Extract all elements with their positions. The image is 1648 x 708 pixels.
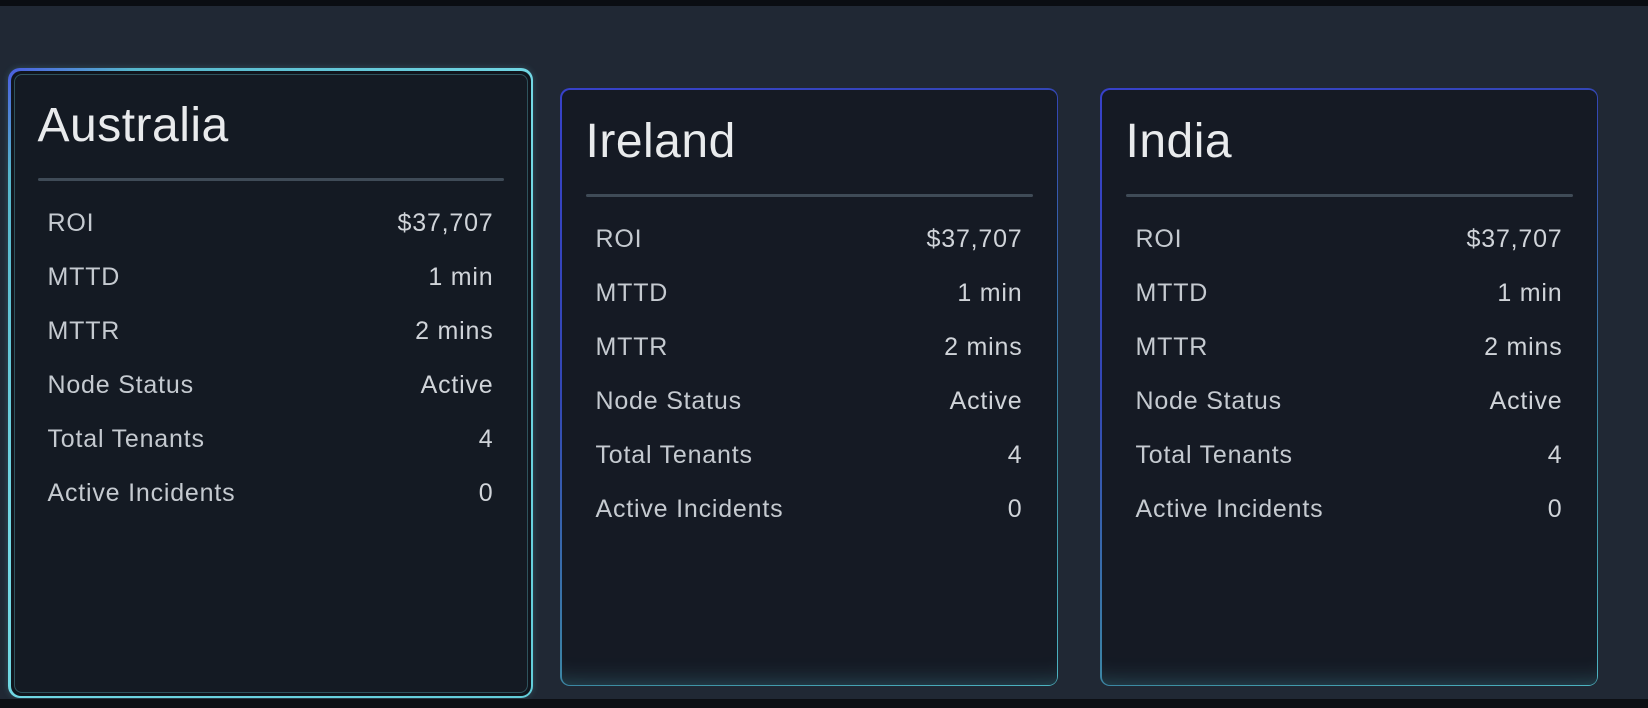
stat-value-active-incidents: 0 — [1547, 495, 1563, 524]
stat-label-roi: ROI — [1135, 225, 1183, 254]
stat-value-mttd: 1 min — [428, 263, 494, 292]
stat-value-total-tenants: 4 — [478, 425, 494, 454]
stat-label-mttd: MTTD — [595, 279, 669, 308]
stat-label-total-tenants: Total Tenants — [595, 441, 753, 470]
stat-value-roi: $37,707 — [1466, 225, 1563, 254]
top-edge-strip — [0, 0, 1648, 6]
stat-value-total-tenants: 4 — [1547, 441, 1563, 470]
stat-row-mttd: MTTD 1 min — [1126, 267, 1573, 321]
stats-list: ROI $37,707 MTTD 1 min MTTR 2 mins Node … — [1126, 213, 1573, 537]
stat-row-mttd: MTTD 1 min — [38, 251, 504, 305]
stat-row-node-status: Node Status Active — [586, 375, 1033, 429]
region-card-india[interactable]: India ROI $37,707 MTTD 1 min MTTR 2 mins — [1100, 88, 1598, 686]
stat-row-node-status: Node Status Active — [38, 359, 504, 413]
stat-row-total-tenants: Total Tenants 4 — [586, 429, 1033, 483]
stat-label-active-incidents: Active Incidents — [1135, 495, 1324, 524]
stat-label-mttd: MTTD — [1135, 279, 1209, 308]
stat-row-active-incidents: Active Incidents 0 — [1126, 483, 1573, 537]
stat-row-total-tenants: Total Tenants 4 — [1126, 429, 1573, 483]
stat-value-mttd: 1 min — [957, 279, 1023, 308]
stat-value-mttr: 2 mins — [415, 317, 494, 346]
stat-label-roi: ROI — [595, 225, 643, 254]
region-card-ireland-body: Ireland ROI $37,707 MTTD 1 min MTTR 2 mi… — [561, 89, 1057, 685]
stat-value-roi: $37,707 — [926, 225, 1023, 254]
stat-label-total-tenants: Total Tenants — [1135, 441, 1293, 470]
stat-row-active-incidents: Active Incidents 0 — [38, 467, 504, 521]
stat-label-mttr: MTTR — [47, 317, 121, 346]
stat-row-mttd: MTTD 1 min — [586, 267, 1033, 321]
stat-value-node-status: Active — [1489, 387, 1563, 416]
stat-row-node-status: Node Status Active — [1126, 375, 1573, 429]
bottom-edge-strip — [0, 699, 1648, 708]
stat-label-roi: ROI — [47, 209, 95, 238]
stat-label-mttd: MTTD — [47, 263, 121, 292]
stat-row-mttr: MTTR 2 mins — [586, 321, 1033, 375]
stat-row-active-incidents: Active Incidents 0 — [586, 483, 1033, 537]
stat-label-active-incidents: Active Incidents — [47, 479, 236, 508]
region-card-india-ring-gap: India ROI $37,707 MTTD 1 min MTTR 2 mins — [1101, 89, 1597, 685]
region-card-australia[interactable]: Australia ROI $37,707 MTTD 1 min MTTR 2 … — [8, 68, 533, 698]
stat-row-roi: ROI $37,707 — [1126, 213, 1573, 267]
stat-row-total-tenants: Total Tenants 4 — [38, 413, 504, 467]
stat-value-roi: $37,707 — [397, 209, 494, 238]
stat-label-total-tenants: Total Tenants — [47, 425, 205, 454]
stats-list: ROI $37,707 MTTD 1 min MTTR 2 mins Node … — [38, 197, 504, 521]
stat-value-total-tenants: 4 — [1007, 441, 1023, 470]
region-card-ireland-ring-gap: Ireland ROI $37,707 MTTD 1 min MTTR 2 mi… — [561, 89, 1057, 685]
stat-label-mttr: MTTR — [595, 333, 669, 362]
card-title-ireland: Ireland — [585, 114, 736, 168]
stat-label-node-status: Node Status — [47, 371, 194, 400]
card-title-australia: Australia — [37, 98, 229, 152]
stat-label-node-status: Node Status — [1135, 387, 1282, 416]
stat-value-mttr: 2 mins — [1484, 333, 1563, 362]
stat-value-active-incidents: 0 — [1007, 495, 1023, 524]
stat-row-mttr: MTTR 2 mins — [1126, 321, 1573, 375]
stat-label-node-status: Node Status — [595, 387, 742, 416]
stat-value-mttd: 1 min — [1497, 279, 1563, 308]
title-divider — [585, 194, 1033, 197]
stat-value-node-status: Active — [420, 371, 494, 400]
stat-label-active-incidents: Active Incidents — [595, 495, 784, 524]
stat-label-mttr: MTTR — [1135, 333, 1209, 362]
card-title-india: India — [1125, 114, 1233, 168]
stat-value-active-incidents: 0 — [478, 479, 494, 508]
stat-value-node-status: Active — [949, 387, 1023, 416]
title-divider — [37, 178, 504, 181]
stat-row-mttr: MTTR 2 mins — [38, 305, 504, 359]
region-card-australia-body: Australia ROI $37,707 MTTD 1 min MTTR 2 … — [13, 73, 528, 693]
region-cards-row: Australia ROI $37,707 MTTD 1 min MTTR 2 … — [8, 68, 1598, 698]
region-card-india-body: India ROI $37,707 MTTD 1 min MTTR 2 mins — [1101, 89, 1597, 685]
region-card-ireland[interactable]: Ireland ROI $37,707 MTTD 1 min MTTR 2 mi… — [560, 88, 1058, 686]
stats-list: ROI $37,707 MTTD 1 min MTTR 2 mins Node … — [586, 213, 1033, 537]
region-card-australia-ring-gap: Australia ROI $37,707 MTTD 1 min MTTR 2 … — [10, 70, 531, 696]
stat-value-mttr: 2 mins — [944, 333, 1023, 362]
stat-row-roi: ROI $37,707 — [586, 213, 1033, 267]
stat-row-roi: ROI $37,707 — [38, 197, 504, 251]
title-divider — [1125, 194, 1573, 197]
